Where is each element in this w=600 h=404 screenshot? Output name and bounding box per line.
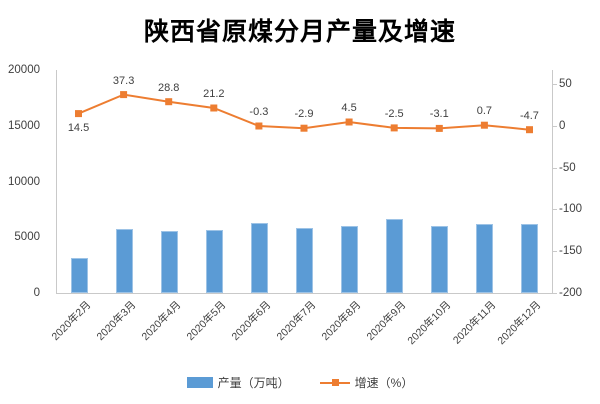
y-axis-right-tick-label: -100 — [559, 203, 583, 216]
production-bar — [521, 223, 539, 293]
production-bar — [341, 225, 359, 293]
growth-data-label: 37.3 — [112, 74, 135, 87]
growth-data-label: -0.3 — [249, 106, 269, 119]
y-axis-right-tick-mark — [552, 167, 557, 169]
growth-line — [78, 93, 530, 131]
production-bar — [476, 224, 494, 293]
growth-data-label: 28.8 — [158, 81, 180, 94]
growth-point-marker — [526, 126, 533, 134]
y-axis-right-tick-label: 50 — [559, 77, 572, 90]
production-bar — [115, 229, 133, 293]
growth-point-marker — [345, 118, 353, 126]
y-axis-left-tick-label: 10000 — [8, 175, 40, 188]
chart-title: 陕西省原煤分月产量及增速 — [143, 19, 456, 46]
y-axis-right-tick-label: -150 — [559, 245, 583, 258]
growth-data-label: 14.5 — [67, 121, 90, 134]
y-axis-right-tick-mark — [552, 125, 557, 127]
line-series-swatch-icon — [319, 378, 350, 387]
production-bar — [70, 257, 88, 293]
y-axis-right-tick-label: -50 — [559, 161, 576, 174]
growth-point-marker — [75, 110, 82, 118]
legend-label-growth: 增速（%） — [354, 375, 414, 390]
growth-data-label: -3.1 — [429, 108, 449, 121]
growth-point-marker — [165, 98, 173, 106]
y-axis-right-tick-label: 0 — [559, 119, 566, 132]
growth-data-label: 21.2 — [203, 88, 225, 101]
bar-series-swatch-icon — [186, 376, 213, 388]
growth-data-label: -2.5 — [384, 107, 404, 120]
y-axis-left-tick-label: 5000 — [14, 231, 40, 244]
growth-data-label: -2.9 — [294, 108, 314, 121]
y-axis-right-line — [552, 70, 553, 293]
legend: 产量（万吨） 增速（%） — [0, 372, 600, 392]
production-bar — [205, 230, 223, 293]
growth-data-label: 4.5 — [341, 102, 357, 114]
legend-label-production: 产量（万吨） — [217, 375, 290, 390]
growth-point-marker — [210, 104, 218, 112]
growth-data-label: -4.7 — [519, 109, 539, 122]
growth-point-marker — [300, 124, 308, 132]
growth-point-marker — [120, 91, 128, 99]
y-axis-right-tick-mark — [552, 293, 557, 294]
y-axis-left-line — [56, 70, 57, 293]
y-axis-left-tick-label: 0 — [33, 287, 40, 299]
y-axis-right-tick-mark — [552, 251, 557, 253]
y-axis-right-tick-mark — [552, 209, 557, 211]
growth-point-marker — [435, 124, 443, 132]
production-bar — [296, 228, 313, 293]
y-axis-right-tick-mark — [552, 83, 557, 85]
growth-data-label: 0.7 — [476, 105, 492, 118]
y-axis-right-tick-label: -200 — [559, 287, 583, 299]
legend-item-growth: 增速（%） — [319, 374, 414, 391]
y-axis-left-tick-label: 15000 — [8, 119, 40, 132]
production-bar — [250, 222, 268, 293]
production-bar — [160, 231, 178, 293]
growth-point-marker — [480, 121, 488, 129]
growth-point-marker — [255, 122, 263, 130]
production-bar — [431, 225, 449, 293]
x-axis-line — [56, 293, 553, 294]
growth-point-marker — [390, 124, 398, 132]
legend-item-production: 产量（万吨） — [186, 374, 290, 391]
production-bar — [386, 219, 404, 293]
y-axis-left-tick-label: 20000 — [8, 64, 40, 76]
